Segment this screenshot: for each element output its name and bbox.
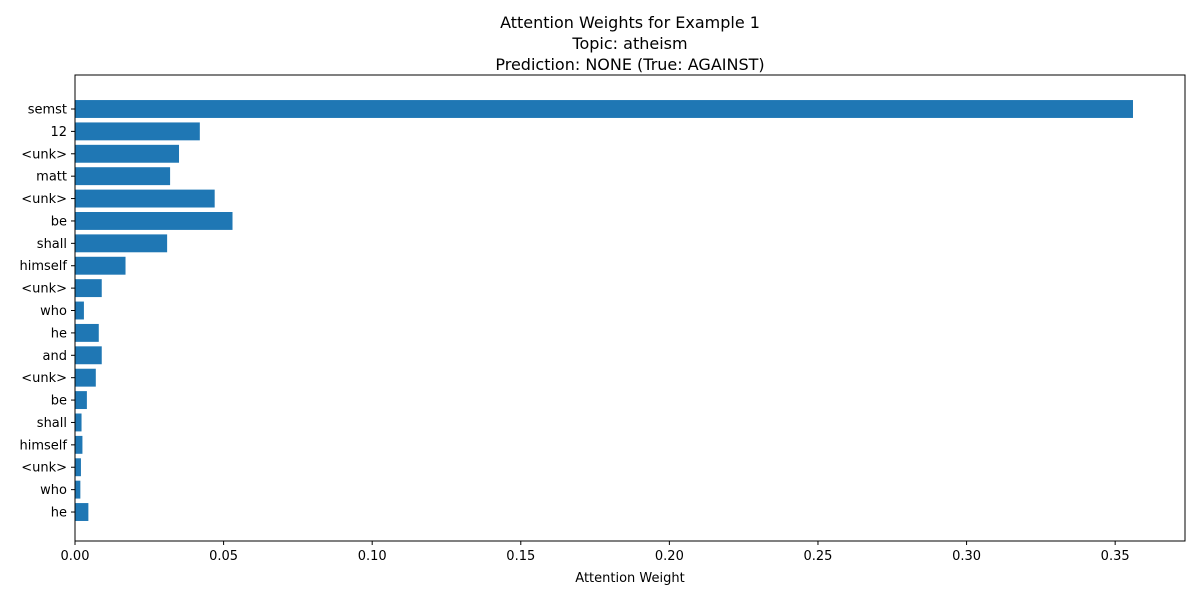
y-tick-label-8: <unk> [21,282,67,297]
x-tick-label-4: 0.20 [655,549,684,564]
y-tick-label-17: who [40,483,67,498]
y-tick-label-7: himself [20,259,68,274]
y-tick-label-9: who [40,304,67,319]
bar-13 [75,391,87,410]
plot-frame [74,74,1186,542]
x-tick-label-2: 0.10 [358,549,387,564]
chart-title-line-3: Prediction: NONE (True: AGAINST) [495,55,764,74]
x-tick-label-7: 0.35 [1101,549,1130,564]
bar-5 [75,212,233,230]
y-tick-label-11: and [43,349,67,364]
y-tick-label-3: matt [36,170,67,185]
y-tick-label-18: he [51,506,67,521]
x-axis-label: Attention Weight [575,571,684,586]
x-tick-label-1: 0.05 [209,549,238,564]
bar-16 [75,458,81,477]
x-tick-label-3: 0.15 [506,549,535,564]
chart-title-line-2: Topic: atheism [571,34,687,53]
y-tick-label-15: himself [20,438,68,453]
bar-4 [75,189,215,208]
bar-8 [75,279,102,298]
y-tick-label-1: 12 [50,125,67,140]
y-tick-label-10: he [51,326,67,341]
y-tick-label-6: shall [37,237,67,252]
bar-2 [75,144,180,163]
bar-7 [75,256,126,275]
bar-15 [75,435,83,454]
y-tick-label-16: <unk> [21,461,67,476]
x-tick-label-6: 0.30 [952,549,981,564]
y-tick-label-14: shall [37,416,67,431]
bar-1 [75,122,200,141]
bar-0 [75,100,1133,118]
bar-11 [75,346,102,365]
x-tick-label-5: 0.25 [803,549,832,564]
y-tick-label-2: <unk> [21,147,67,162]
bar-9 [75,301,84,320]
x-tick-label-0: 0.00 [61,549,90,564]
x-axis-ticks: 0.00 0.05 0.10 0.15 0.20 0.25 0.30 0.35 [61,541,1130,564]
bar-3 [75,167,171,186]
bar-group [75,100,1133,521]
y-tick-label-5: be [51,214,67,229]
bar-17 [75,480,81,499]
bar-18 [75,503,89,521]
chart-title-line-1: Attention Weights for Example 1 [500,13,760,32]
y-tick-label-4: <unk> [21,192,67,207]
y-axis-ticks: semst 12 <unk> matt <unk> be shall himself <unk>… [20,103,75,521]
y-tick-label-12: <unk> [21,371,67,386]
chart-title-group: Attention Weights for Example 1 Topic: a… [495,13,764,74]
bar-6 [75,234,168,253]
bar-14 [75,413,82,432]
bar-12 [75,368,96,387]
bar-10 [75,323,99,342]
y-tick-label-0: semst [28,103,67,118]
y-tick-label-13: be [51,394,67,409]
